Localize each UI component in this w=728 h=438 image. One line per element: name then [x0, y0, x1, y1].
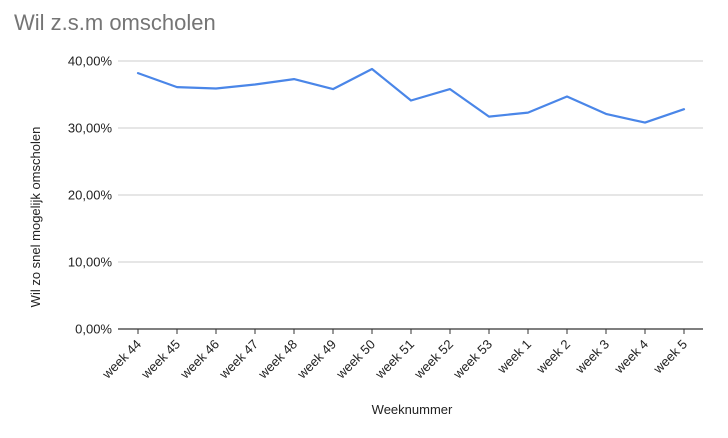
- x-tick-label: week 48: [255, 337, 301, 383]
- y-tick-label: 10,00%: [68, 255, 113, 270]
- x-axis-title: Weeknummer: [372, 402, 453, 417]
- x-tick-label: week 52: [411, 337, 457, 383]
- data-point: [330, 86, 336, 92]
- data-point: [564, 94, 570, 100]
- x-tick-label: week 45: [138, 337, 184, 383]
- x-tick-label: week 1: [494, 337, 534, 377]
- data-point: [135, 70, 141, 76]
- data-point: [603, 111, 609, 117]
- x-tick-label: week 44: [99, 337, 145, 383]
- x-tick-label: week 51: [372, 337, 418, 383]
- data-point: [408, 98, 414, 104]
- data-point: [252, 81, 258, 87]
- data-point: [525, 110, 531, 116]
- data-point: [681, 106, 687, 112]
- series-line: [136, 67, 686, 124]
- y-tick-label: 30,00%: [68, 121, 113, 136]
- y-tick-labels: 0,00% 10,00% 20,00% 30,00% 40,00%: [68, 54, 113, 337]
- data-point: [213, 85, 219, 91]
- x-tick-label: week 49: [294, 337, 340, 383]
- chart-title: Wil z.s.m omscholen: [14, 10, 216, 35]
- x-tick-label: week 3: [572, 337, 612, 377]
- y-tick-label: 0,00%: [75, 322, 112, 337]
- data-point: [642, 120, 648, 126]
- x-tick-label: week 47: [216, 337, 262, 383]
- x-tick-label: week 4: [611, 337, 651, 377]
- x-tick-label: week 50: [333, 337, 379, 383]
- y-tick-label: 20,00%: [68, 188, 113, 203]
- y-axis-title: Wil zo snel mogelijk omscholen: [28, 127, 43, 308]
- series-layer: [135, 66, 687, 126]
- data-point: [291, 76, 297, 82]
- data-point: [174, 84, 180, 90]
- x-tick-label: week 5: [650, 337, 690, 377]
- data-point: [447, 86, 453, 92]
- x-tick-label: week 53: [450, 337, 496, 383]
- data-point: [369, 66, 375, 72]
- data-point: [486, 114, 492, 120]
- x-tick-label: week 46: [177, 337, 223, 383]
- y-tick-label: 40,00%: [68, 54, 113, 69]
- x-tick-label: week 2: [533, 337, 573, 377]
